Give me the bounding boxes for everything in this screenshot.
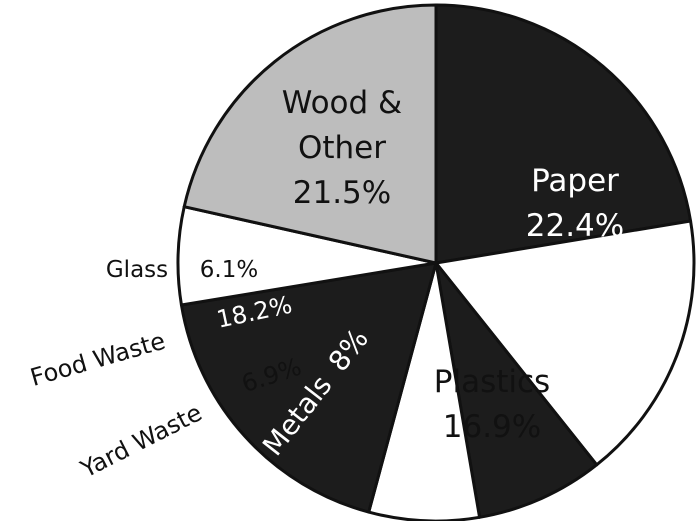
slice-label-paper: Paper <box>531 163 619 199</box>
slice-value-plastics: 16.9% <box>443 409 541 445</box>
pie-slices <box>176 3 696 521</box>
slice-label-food-waste: Food Waste <box>27 327 168 392</box>
slice-label-wood-line2: Other <box>298 130 386 166</box>
slice-value-paper: 22.4% <box>526 208 624 244</box>
slice-value-wood-other: 21.5% <box>293 175 391 211</box>
slice-value-glass: 6.1% <box>200 257 258 283</box>
pie-slice-paper <box>434 3 693 265</box>
pie-slice-food-waste <box>179 261 438 514</box>
slice-label-glass: Glass <box>106 257 168 283</box>
pie-slice-wood-other <box>182 3 438 265</box>
slice-label-wood-line1: Wood & <box>282 85 402 121</box>
slice-label-plastics: Plastics <box>434 364 550 400</box>
pie-slice-metals <box>434 261 599 519</box>
pie-slice-plastics <box>434 219 696 467</box>
slice-label-yard-waste: Yard Waste <box>75 398 206 483</box>
